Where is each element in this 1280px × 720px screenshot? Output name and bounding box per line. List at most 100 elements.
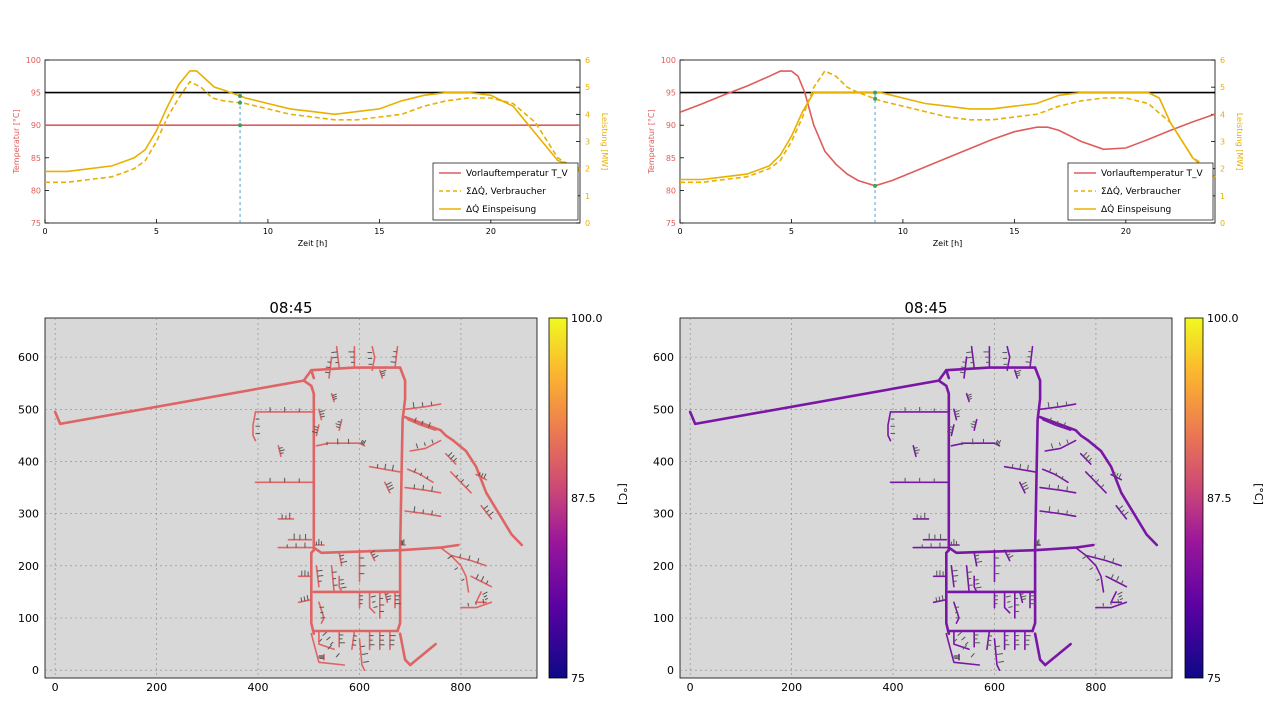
house-connection <box>371 553 376 556</box>
house-connection <box>1118 473 1122 479</box>
house-connection <box>421 420 424 426</box>
y-tick-label: 600 <box>653 351 674 364</box>
y-tick-label: 400 <box>18 455 39 468</box>
house-connection <box>431 486 433 492</box>
x-tick-label: 400 <box>248 681 269 694</box>
house-connection <box>380 369 387 373</box>
house-connection <box>1103 555 1106 561</box>
house-connection <box>1123 511 1129 516</box>
house-connection <box>1096 578 1100 582</box>
branch-pipe <box>993 638 1001 672</box>
y-right-tick-label: 5 <box>585 83 590 92</box>
y-tick-label: 500 <box>653 403 674 416</box>
colorbar-mid-label: 87.5 <box>571 492 596 505</box>
house-connection <box>370 595 376 598</box>
series-line-1 <box>45 80 581 184</box>
x-tick-label: 600 <box>984 681 1005 694</box>
main-pipe <box>309 368 316 380</box>
house-connection <box>423 442 426 446</box>
house-connection <box>339 554 345 557</box>
house-connection <box>1054 472 1058 477</box>
branch-pipe <box>1085 554 1123 567</box>
series-line-2 <box>45 70 581 173</box>
house-connection <box>482 598 485 604</box>
branch-pipe <box>368 591 376 614</box>
house-connection <box>970 652 975 658</box>
house-connection <box>385 595 392 598</box>
house-connection <box>485 509 490 513</box>
house-connection <box>422 509 424 514</box>
house-connection <box>450 454 455 460</box>
house-connection <box>951 569 958 572</box>
house-connection <box>1056 402 1059 407</box>
y-tick-label: 100 <box>18 612 39 625</box>
y-left-tick-label: 90 <box>31 121 41 130</box>
house-connection <box>306 595 309 601</box>
y-left-tick-label: 100 <box>26 56 41 65</box>
house-connection <box>319 410 325 413</box>
house-connection <box>996 440 1000 445</box>
house-connection <box>317 575 324 577</box>
house-connection <box>278 447 283 449</box>
house-connection <box>372 601 376 603</box>
house-connection <box>1047 402 1050 409</box>
house-connection <box>319 606 325 609</box>
branch-pipe <box>1003 591 1011 614</box>
x-tick-label: 800 <box>450 681 471 694</box>
time-marker-point-1 <box>238 100 243 105</box>
house-connection <box>1065 401 1068 406</box>
house-connection <box>412 402 415 409</box>
y-left-tick-label: 80 <box>666 186 676 195</box>
x-tick-label: 5 <box>789 227 794 236</box>
house-connection <box>430 401 433 406</box>
time-marker-point-0 <box>873 183 878 188</box>
house-connection <box>1066 510 1068 516</box>
house-connection <box>935 597 938 602</box>
x-tick-label: 200 <box>781 681 802 694</box>
house-connection <box>336 426 340 429</box>
house-connection <box>1007 601 1011 603</box>
house-connection <box>459 554 462 559</box>
x-tick-label: 20 <box>1121 227 1131 236</box>
house-connection <box>483 595 488 598</box>
y-right-tick-label: 6 <box>585 56 590 65</box>
branch-pipe <box>950 424 955 437</box>
y-left-tick-label: 85 <box>666 154 676 163</box>
house-connection <box>1008 606 1013 609</box>
y-right-tick-label: 6 <box>1220 56 1225 65</box>
colorbar-mid-label: 87.5 <box>1207 492 1232 505</box>
branch-pipe <box>1105 575 1128 588</box>
house-connection <box>476 557 480 564</box>
house-connection <box>957 631 962 636</box>
house-connection <box>955 415 960 418</box>
house-connection <box>332 395 337 399</box>
house-connection <box>322 631 327 636</box>
house-connection <box>341 586 347 589</box>
house-connection <box>452 457 458 462</box>
house-connection <box>1021 598 1027 601</box>
y-right-axis-label: Leistung [MW] <box>1235 113 1244 171</box>
house-connection <box>1057 484 1060 491</box>
house-connection <box>360 439 364 445</box>
house-connection <box>332 393 337 397</box>
house-connection <box>1066 486 1068 492</box>
branch-pipe <box>368 549 376 562</box>
house-connection <box>484 597 489 601</box>
branch-pipe <box>973 551 978 567</box>
y-tick-label: 200 <box>653 560 674 573</box>
colorbar <box>1184 317 1204 679</box>
legend-label-0: Vorlauftemperatur T_V <box>466 169 568 179</box>
y-right-tick-label: 1 <box>1220 192 1225 201</box>
house-connection <box>488 511 494 516</box>
house-connection <box>333 397 337 400</box>
y-right-tick-label: 2 <box>585 165 590 174</box>
house-connection <box>997 439 1002 446</box>
house-connection <box>313 425 319 429</box>
main-pipe <box>1031 366 1042 633</box>
x-axis-label: Zeit [h] <box>298 239 328 248</box>
time-marker-point-2 <box>238 93 243 98</box>
house-connection <box>1005 550 1011 554</box>
branch-pipe <box>252 411 257 442</box>
y-left-tick-label: 95 <box>31 89 41 98</box>
legend-label-2: ΔQ̇ Einspeisung <box>1101 203 1171 215</box>
